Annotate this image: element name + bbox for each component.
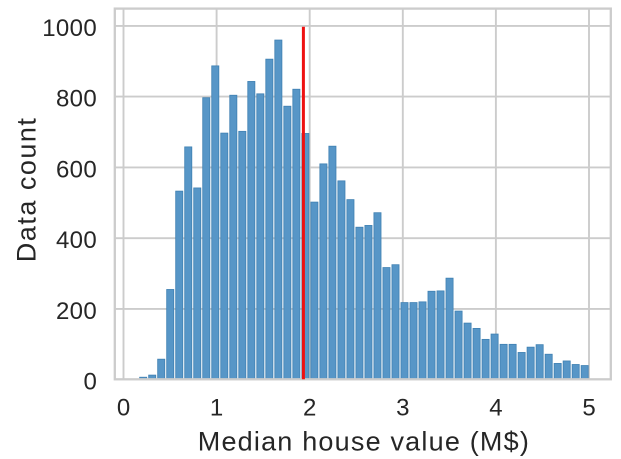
svg-text:0: 0 (83, 369, 97, 396)
svg-text:800: 800 (56, 86, 97, 113)
svg-text:Data count: Data count (11, 117, 41, 263)
svg-text:400: 400 (56, 227, 97, 254)
svg-text:1: 1 (210, 395, 223, 422)
svg-text:600: 600 (56, 156, 97, 183)
svg-text:2: 2 (303, 395, 316, 422)
svg-text:Median house value (M$): Median house value (M$) (198, 427, 530, 457)
svg-text:200: 200 (56, 298, 97, 325)
svg-text:3: 3 (396, 395, 409, 422)
svg-text:0: 0 (117, 395, 130, 422)
svg-text:4: 4 (489, 395, 502, 422)
svg-text:5: 5 (582, 395, 595, 422)
svg-text:1000: 1000 (42, 15, 97, 42)
